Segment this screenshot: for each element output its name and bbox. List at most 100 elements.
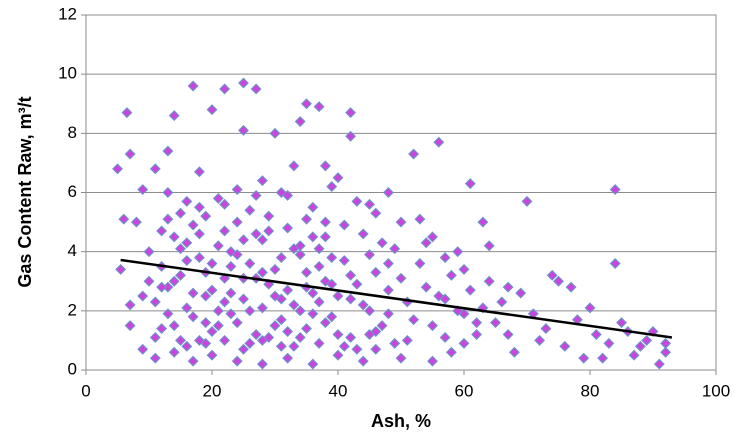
- point: [452, 305, 464, 317]
- point: [212, 305, 224, 317]
- point: [609, 258, 621, 269]
- point: [269, 263, 281, 275]
- point: [219, 83, 231, 95]
- point: [319, 160, 331, 172]
- point: [445, 346, 457, 358]
- point: [616, 317, 627, 329]
- point: [660, 346, 672, 358]
- point: [408, 148, 420, 160]
- point: [162, 213, 174, 225]
- point: [439, 332, 451, 343]
- point: [458, 263, 470, 275]
- point: [395, 216, 407, 228]
- point: [156, 323, 168, 335]
- point: [193, 334, 205, 346]
- point: [338, 219, 350, 231]
- point: [256, 358, 268, 370]
- y-tick-label: 12: [58, 4, 77, 23]
- point: [256, 334, 268, 346]
- point: [389, 243, 401, 255]
- point: [130, 216, 142, 228]
- point: [124, 148, 136, 160]
- point: [439, 293, 451, 305]
- point: [345, 130, 357, 142]
- point: [307, 287, 319, 299]
- point: [584, 302, 596, 314]
- x-tick-label: 100: [702, 381, 730, 400]
- point: [364, 249, 375, 261]
- point: [326, 181, 338, 193]
- point: [231, 317, 243, 329]
- point: [420, 237, 432, 249]
- point: [351, 278, 363, 290]
- point: [414, 258, 426, 269]
- point: [231, 355, 243, 367]
- point: [187, 311, 199, 323]
- point: [256, 266, 268, 278]
- point: [275, 187, 287, 198]
- point: [351, 195, 363, 207]
- point: [603, 337, 615, 349]
- point: [294, 240, 306, 252]
- point: [471, 329, 483, 340]
- point: [115, 263, 127, 275]
- point: [238, 343, 249, 355]
- y-tick-label: 8: [68, 123, 77, 142]
- point: [508, 346, 520, 358]
- point: [332, 290, 344, 302]
- point: [345, 107, 357, 119]
- point: [275, 340, 287, 352]
- point: [521, 195, 533, 207]
- point: [244, 204, 256, 216]
- point: [376, 237, 388, 249]
- point: [206, 349, 218, 361]
- point: [219, 225, 231, 237]
- point: [288, 340, 300, 352]
- point: [376, 320, 388, 332]
- point: [427, 320, 438, 332]
- y-tick-label: 4: [68, 241, 77, 260]
- point: [250, 329, 262, 340]
- plot-frame: [85, 14, 717, 371]
- point: [231, 184, 243, 195]
- point: [124, 299, 136, 311]
- x-tick-label: 60: [455, 381, 474, 400]
- point: [496, 296, 508, 308]
- y-tick-label: 10: [58, 64, 77, 83]
- point: [225, 308, 237, 320]
- point: [121, 107, 133, 119]
- x-axis-title: Ash, %: [371, 411, 431, 431]
- x-tick-label: 80: [581, 381, 600, 400]
- point: [219, 296, 231, 308]
- point: [206, 258, 218, 269]
- point: [364, 198, 375, 210]
- point: [149, 352, 161, 364]
- point: [609, 184, 621, 195]
- point: [162, 145, 174, 157]
- point: [288, 243, 300, 255]
- point: [515, 287, 527, 299]
- y-axis-title: Gas Content Raw, m³/t: [15, 96, 35, 287]
- point: [275, 252, 287, 264]
- point: [137, 290, 149, 302]
- point: [401, 334, 413, 346]
- point: [282, 352, 294, 364]
- point: [231, 249, 243, 261]
- point: [294, 116, 306, 127]
- point: [534, 334, 546, 346]
- point: [181, 302, 193, 314]
- point: [168, 275, 180, 287]
- point: [628, 349, 640, 361]
- point: [219, 334, 231, 346]
- point: [149, 332, 161, 343]
- point: [332, 329, 344, 340]
- point: [307, 358, 319, 370]
- point: [187, 219, 199, 231]
- point: [332, 172, 344, 184]
- point: [338, 340, 350, 352]
- point: [641, 334, 653, 346]
- point: [326, 252, 338, 264]
- point: [193, 252, 205, 264]
- point: [225, 287, 237, 299]
